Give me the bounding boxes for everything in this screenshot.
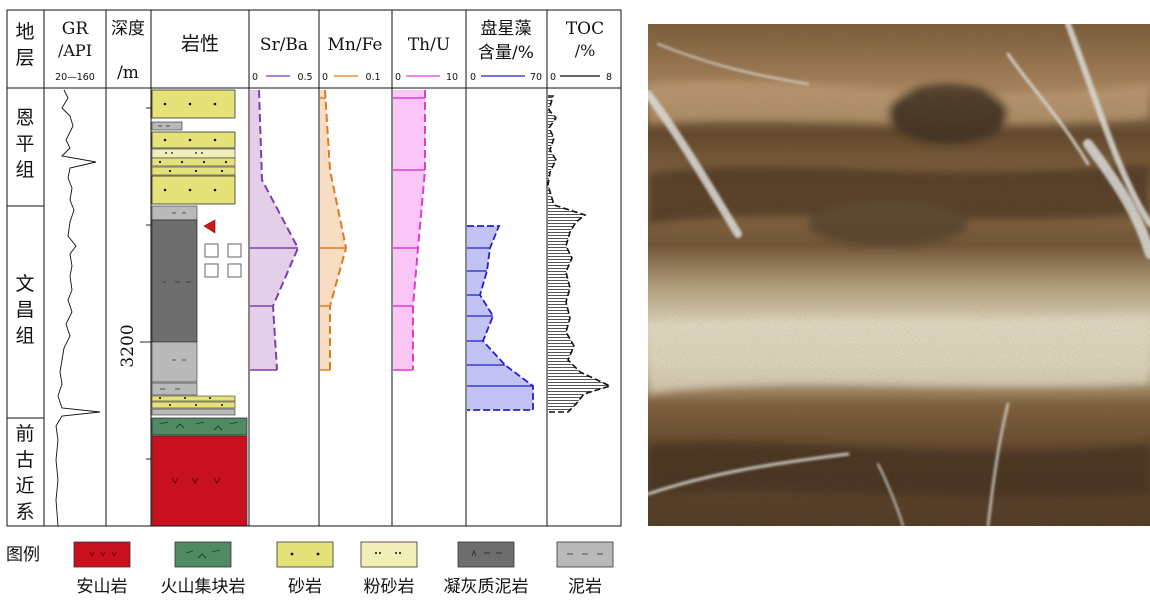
gr-range: 20—160: [55, 72, 95, 83]
andesite-layer: [151, 435, 248, 527]
legend-title: 图例: [6, 545, 40, 565]
svg-text:平: 平: [15, 133, 34, 155]
sandstone-layer: [151, 395, 236, 402]
toc-min: 0: [550, 72, 556, 83]
lithology-column: [151, 89, 248, 527]
svg-text:文: 文: [15, 273, 34, 295]
volcanic-agglomerate-layer: [151, 417, 248, 436]
sandstone-layer: [151, 166, 236, 176]
algae-area: [467, 226, 533, 410]
svg-text:组: 组: [15, 159, 34, 181]
srba-max: 0.5: [297, 72, 312, 83]
mnfe-min: 0: [322, 72, 328, 83]
svg-text:凝灰质泥岩: 凝灰质泥岩: [444, 577, 529, 597]
legend-mudstone: 泥岩: [556, 541, 614, 597]
lithology-header: 岩性: [181, 33, 219, 55]
legend-siltstone: 粉砂岩: [360, 541, 418, 597]
srba-area: [250, 90, 298, 370]
gr-unit: /API: [58, 41, 92, 60]
toc-max: 8: [606, 72, 612, 83]
toc-header: TOC: [566, 19, 604, 39]
thin-section-photomicrograph: [648, 24, 1150, 526]
svg-text:昌: 昌: [15, 299, 34, 321]
tuffaceous-mudstone-layer: [151, 219, 198, 343]
srba-min: 0: [252, 72, 258, 83]
stratum-header-2: 层: [15, 47, 34, 69]
thu-max: 10: [446, 72, 458, 83]
sample-marker: [203, 219, 216, 234]
svg-text:组: 组: [15, 325, 34, 347]
mudstone-layer: [151, 341, 198, 383]
toc-area: [548, 96, 610, 412]
toc-curve: [547, 95, 613, 413]
mudstone-layer: [151, 408, 236, 416]
depth-header: 深度: [111, 19, 145, 39]
toc-unit: /%: [575, 41, 596, 60]
svg-text:古: 古: [15, 449, 34, 471]
depth-unit: /m: [117, 63, 139, 83]
algae-min: 0: [470, 72, 476, 83]
sandstone-layer: [151, 131, 236, 149]
sample-squares: [204, 243, 242, 278]
thu-header: Th/U: [408, 35, 450, 55]
algae-header-1: 盘星藻: [481, 19, 532, 39]
svg-text:安山岩: 安山岩: [77, 577, 128, 597]
mudstone-layer: [151, 382, 198, 396]
thu-area: [393, 90, 425, 370]
formation-enping: 恩 平 组: [15, 107, 34, 181]
algae-header-2: 含量/%: [478, 43, 534, 63]
legend-volcanic-agglomerate: 火山集块岩: [161, 541, 246, 597]
algae-curve: [467, 225, 534, 411]
mnfe-area: [320, 90, 346, 370]
legend-sandstone: 砂岩: [276, 541, 334, 597]
gr-header: GR: [62, 19, 90, 39]
svg-text:近: 近: [15, 475, 34, 497]
gr-curve: [55, 89, 101, 527]
sandstone-layer: [151, 157, 236, 167]
mnfe-max: 0.1: [365, 72, 380, 83]
formation-pre-paleogene: 前 古 近 系: [15, 423, 34, 523]
svg-text:砂岩: 砂岩: [288, 577, 322, 597]
srba-curve: [258, 89, 300, 371]
svg-text:前: 前: [15, 423, 34, 445]
siltstone-layer: [151, 148, 236, 159]
svg-text:火山集块岩: 火山集块岩: [161, 577, 246, 597]
sandstone-layer: [151, 401, 236, 409]
svg-text:恩: 恩: [15, 107, 34, 129]
legend-tuffaceous-mudstone: 凝灰质泥岩: [444, 541, 529, 597]
srba-header: Sr/Ba: [260, 35, 308, 55]
stratigraphic-column-figure: 地 层 GR /API 20—160 深度 /m 岩性 Sr/Ba 0 0.5 …: [6, 9, 622, 597]
svg-text:系: 系: [15, 501, 34, 523]
svg-text:粉砂岩: 粉砂岩: [364, 577, 415, 597]
svg-text:泥岩: 泥岩: [568, 577, 602, 597]
algae-max: 70: [530, 72, 542, 83]
formation-wenchang: 文 昌 组: [15, 273, 34, 347]
legend-andesite: 安山岩: [73, 541, 131, 597]
stratum-header-1: 地: [15, 21, 34, 43]
depth-label-3200: 3200: [118, 324, 138, 367]
thu-min: 0: [395, 72, 401, 83]
mnfe-header: Mn/Fe: [327, 35, 382, 55]
